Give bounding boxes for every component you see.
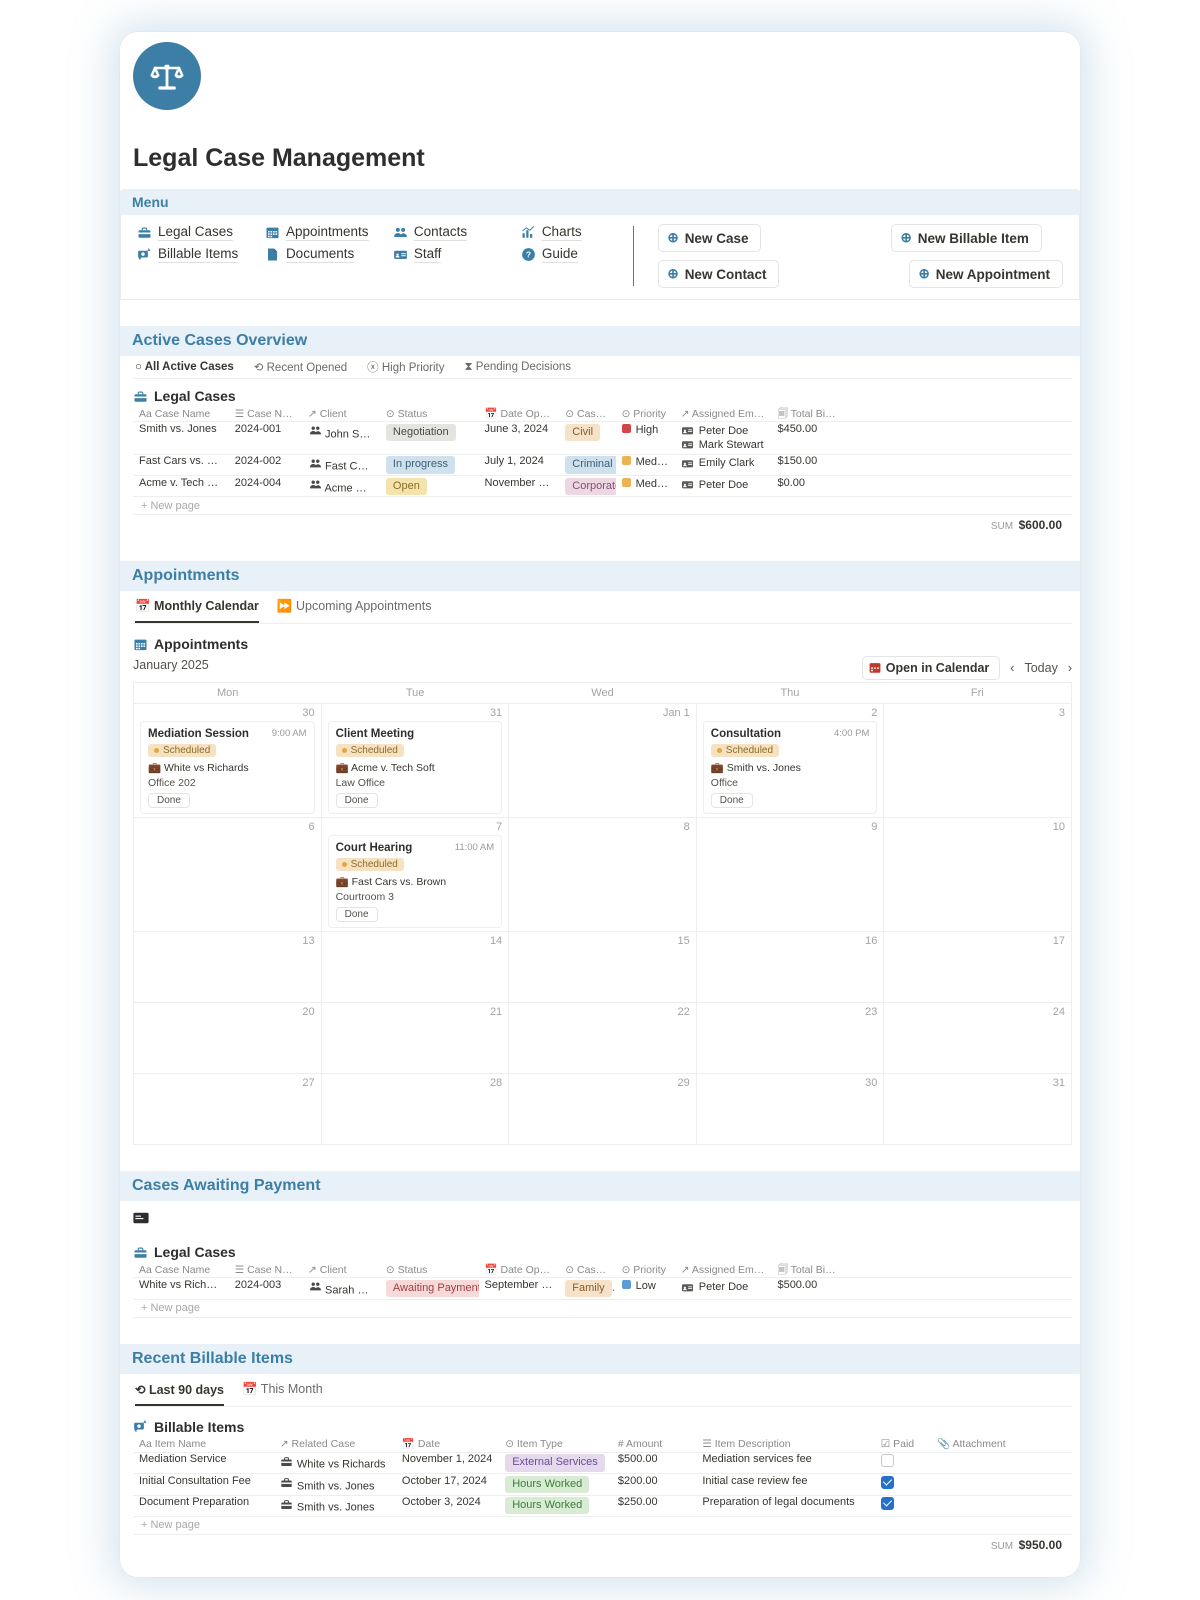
- svg-text:?: ?: [526, 251, 531, 260]
